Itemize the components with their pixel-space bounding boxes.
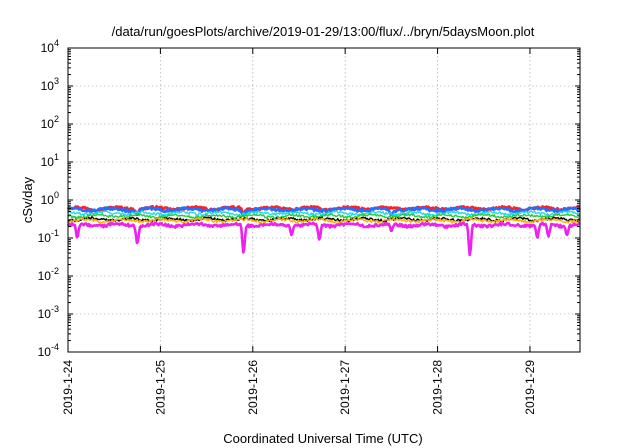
y-tick-exponent: 2 [54, 114, 59, 124]
x-tick-label: 2019-1-26 [246, 360, 260, 415]
series-line [66, 221, 581, 257]
grid-lines [68, 48, 580, 352]
y-tick-label: 102 [41, 114, 59, 131]
y-tick-exponent: -2 [51, 266, 59, 276]
y-tick-base: 10 [41, 41, 55, 55]
y-axis-label: cSv/day [20, 176, 35, 223]
y-tick-base: 10 [38, 269, 52, 283]
x-tick-label: 2019-1-27 [338, 360, 352, 415]
y-tick-base: 10 [41, 79, 55, 93]
y-tick-base: 10 [38, 307, 52, 321]
chart-title: /data/run/goesPlots/archive/2019-01-29/1… [112, 24, 535, 39]
y-tick-label: 10-1 [38, 228, 59, 245]
y-tick-label: 10-3 [38, 304, 59, 321]
y-tick-label: 100 [41, 190, 59, 207]
data-series [66, 204, 581, 257]
y-tick-label: 101 [41, 152, 59, 169]
x-tick-label: 2019-1-29 [523, 360, 537, 415]
y-tick-exponent: -1 [51, 228, 59, 238]
y-tick-exponent: -3 [51, 304, 59, 314]
series-line [66, 206, 581, 218]
x-axis-label: Coordinated Universal Time (UTC) [223, 431, 422, 446]
y-tick-exponent: 4 [54, 38, 59, 48]
series-line [67, 212, 581, 220]
y-tick-label: 104 [41, 38, 59, 55]
y-tick-base: 10 [38, 345, 52, 359]
x-tick-label: 2019-1-28 [431, 360, 445, 415]
y-tick-exponent: 1 [54, 152, 59, 162]
y-tick-base: 10 [41, 117, 55, 131]
y-tick-label: 103 [41, 76, 59, 93]
y-tick-label: 10-4 [38, 342, 59, 359]
y-tick-exponent: -4 [51, 342, 59, 352]
y-tick-base: 10 [41, 155, 55, 169]
y-tick-label: 10-2 [38, 266, 59, 283]
x-tick-label: 2019-1-24 [61, 360, 75, 415]
y-tick-exponent: 0 [54, 190, 59, 200]
y-tick-exponent: 3 [54, 76, 59, 86]
x-tick-label: 2019-1-25 [153, 360, 167, 415]
y-tick-base: 10 [41, 193, 55, 207]
x-axis-ticks: 2019-1-24 2019-1-25 2019-1-26 2019-1-27 2019… [61, 48, 537, 415]
series-line [67, 217, 581, 224]
y-tick-base: 10 [38, 231, 52, 245]
